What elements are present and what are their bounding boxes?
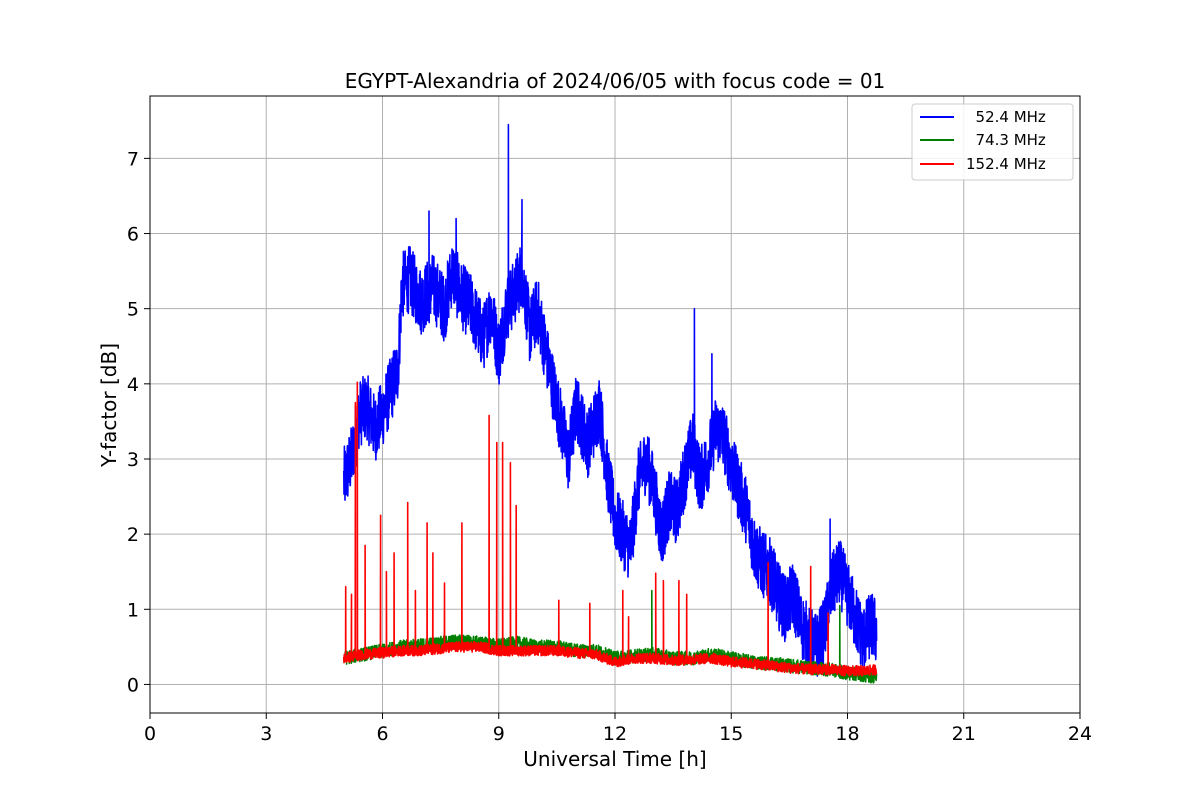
y-tick-label: 4 [127,374,139,396]
y-tick-label: 7 [127,148,139,170]
y-axis: 0 1 2 3 4 5 6 7 [127,148,150,696]
series-line-3 [343,381,878,677]
x-tick-label: 3 [260,723,272,745]
legend-box [911,103,1074,181]
series-line-1 [343,123,878,677]
x-tick-label: 21 [952,723,976,745]
y-tick-label: 1 [127,599,139,621]
x-tick-label: 24 [1068,723,1092,745]
legend: 52.4 MHz 74.3 MHz 152.4 MHz [911,103,1074,181]
legend-label-3: 152.4 MHz [966,155,1046,173]
x-tick-label: 18 [835,723,859,745]
x-axis-label: Universal Time [h] [523,747,706,771]
x-tick-label: 15 [719,723,743,745]
y-tick-label: 0 [127,674,139,696]
y-tick-label: 3 [127,449,139,471]
legend-label-2: 74.3 MHz [966,131,1046,149]
chart-title: EGYPT-Alexandria of 2024/06/05 with focu… [345,69,886,93]
y-tick-label: 2 [127,524,139,546]
x-tick-label: 0 [144,723,156,745]
y-axis-label: Y-factor [dB] [97,343,121,468]
x-tick-label: 12 [603,723,627,745]
x-tick-label: 6 [376,723,388,745]
y-tick-label: 6 [127,224,139,246]
y-tick-label: 5 [127,299,139,321]
x-tick-label: 9 [493,723,505,745]
series-layer [343,123,878,684]
x-axis: 0 3 6 9 12 15 18 21 24 [144,713,1092,745]
legend-label-1: 52.4 MHz [966,108,1046,126]
